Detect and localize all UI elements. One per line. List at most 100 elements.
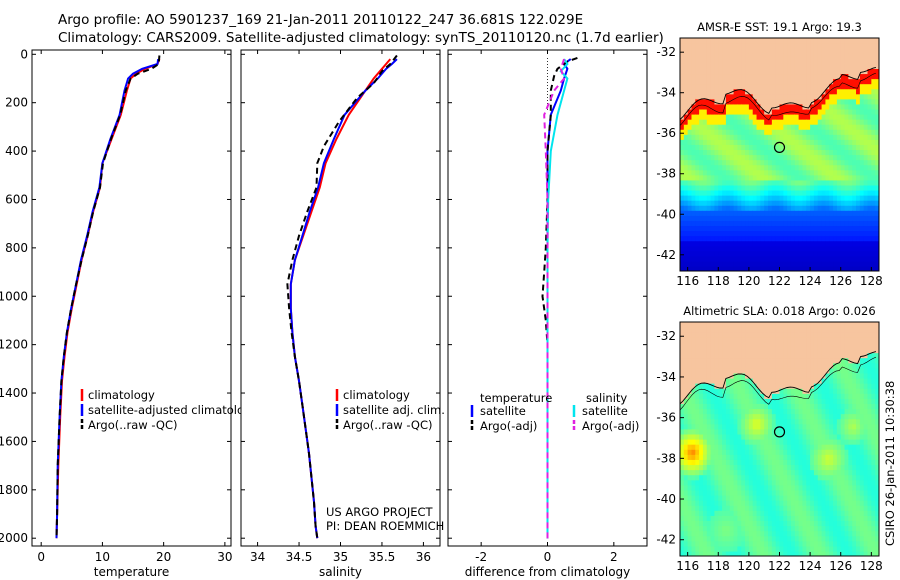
- argo-location-marker: [773, 426, 786, 438]
- heatmap-cell: [706, 403, 712, 410]
- heatmap-cell: [687, 265, 693, 271]
- heatmap-cell: [821, 444, 827, 450]
- heatmap-cell: [875, 164, 879, 171]
- heatmap-cell: [756, 337, 761, 343]
- heatmap-cell: [821, 489, 827, 496]
- heatmap-cell: [848, 48, 853, 54]
- heatmap-cell: [748, 205, 754, 211]
- heatmap-cell: [775, 408, 781, 415]
- heatmap-cell: [794, 408, 800, 415]
- heatmap-cell: [771, 347, 777, 354]
- heatmap-cell: [702, 322, 708, 328]
- heatmap-cell: [771, 550, 777, 556]
- heatmap-cell: [775, 428, 781, 435]
- heatmap-cell: [833, 230, 838, 237]
- heatmap-cell: [852, 48, 857, 54]
- heatmap-cell: [871, 169, 876, 176]
- heatmap-cell: [806, 58, 811, 64]
- heatmap-cell: [718, 383, 723, 389]
- heatmap-cell: [756, 367, 761, 374]
- heatmap-cell: [756, 525, 761, 532]
- heatmap-cell: [844, 337, 849, 343]
- heatmap-cell: [733, 230, 739, 237]
- heatmap-cell: [825, 337, 830, 343]
- heatmap-cell: [821, 48, 827, 54]
- heatmap-cell: [810, 48, 815, 54]
- heatmap-cell: [745, 129, 750, 135]
- heatmap-cell: [840, 357, 846, 364]
- heatmap-cell: [737, 449, 742, 455]
- heatmap-cell: [752, 134, 758, 140]
- heatmap-cell: [775, 58, 781, 64]
- heatmap-cell: [787, 184, 792, 191]
- heatmap-cell: [764, 149, 769, 156]
- heatmap-cell: [725, 505, 731, 511]
- heatmap-cell: [798, 337, 804, 343]
- heatmap-cell: [836, 515, 842, 521]
- heatmap-cell: [859, 444, 865, 450]
- heatmap-cell: [691, 484, 696, 491]
- heatmap-cell: [745, 189, 750, 196]
- heatmap-cell: [821, 433, 827, 440]
- heatmap-cell: [859, 408, 865, 415]
- heatmap-cell: [729, 43, 735, 49]
- heatmap-cell: [745, 540, 750, 547]
- heatmap-cell: [813, 428, 819, 435]
- heatmap-cell: [752, 464, 758, 471]
- heatmap-cell: [710, 149, 716, 156]
- heatmap-cell: [745, 489, 750, 496]
- heatmap-cell: [783, 408, 788, 415]
- heatmap-cell: [833, 235, 838, 242]
- heatmap-cell: [710, 540, 716, 547]
- heatmap-cell: [836, 545, 842, 552]
- heatmap-cell: [829, 362, 834, 369]
- heatmap-cell: [714, 195, 719, 201]
- heatmap-cell: [836, 444, 842, 450]
- heatmap-cell: [737, 362, 742, 369]
- heatmap-cell: [725, 225, 731, 232]
- heatmap-cell: [725, 520, 731, 527]
- heatmap-cell: [794, 347, 800, 354]
- heatmap-cell: [829, 205, 834, 211]
- heatmap-cell: [702, 398, 708, 404]
- heatmap-cell: [871, 362, 876, 369]
- heatmap-cell: [725, 68, 731, 75]
- heatmap-cell: [714, 103, 719, 110]
- heatmap-cell: [756, 149, 761, 156]
- heatmap-cell: [725, 484, 731, 491]
- heatmap-cell: [699, 454, 704, 460]
- heatmap-cell: [852, 189, 857, 196]
- heatmap-cell: [764, 93, 769, 100]
- heatmap-cell: [771, 464, 777, 471]
- heatmap-cell: [817, 73, 823, 80]
- heatmap-cell: [702, 372, 708, 379]
- heatmap-cell: [710, 479, 716, 486]
- heatmap-cell: [764, 454, 769, 460]
- heatmap-cell: [863, 240, 869, 247]
- heatmap-cell: [794, 525, 800, 532]
- heatmap-cell: [771, 113, 777, 120]
- heatmap-cell: [875, 245, 879, 252]
- heatmap-cell: [756, 200, 761, 206]
- heatmap-cell: [863, 38, 869, 44]
- heatmap-cell: [798, 403, 804, 410]
- heatmap-cell: [871, 489, 876, 496]
- heatmap-cell: [813, 68, 819, 75]
- heatmap-cell: [787, 403, 792, 410]
- heatmap-cell: [691, 347, 696, 354]
- heatmap-cell: [714, 464, 719, 471]
- heatmap-cell: [829, 265, 834, 271]
- heatmap-cell: [875, 383, 879, 389]
- heatmap-cell: [687, 154, 693, 161]
- heatmap-cell: [794, 479, 800, 486]
- heatmap-cell: [790, 520, 796, 527]
- heatmap-cell: [790, 454, 796, 460]
- heatmap-cell: [863, 372, 869, 379]
- heatmap-cell: [810, 433, 815, 440]
- heatmap-cell: [836, 500, 842, 506]
- heatmap-cell: [691, 124, 696, 130]
- heatmap-cell: [737, 393, 742, 399]
- heatmap-cell: [817, 164, 823, 171]
- heatmap-cell: [687, 367, 693, 374]
- map-x-tick-label: 116: [676, 559, 699, 573]
